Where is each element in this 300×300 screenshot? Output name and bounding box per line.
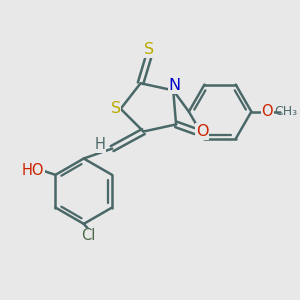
Text: S: S xyxy=(110,101,121,116)
Text: CH₃: CH₃ xyxy=(275,105,298,118)
Text: N: N xyxy=(169,78,181,93)
Text: O: O xyxy=(262,104,273,119)
Text: Cl: Cl xyxy=(81,228,95,243)
Text: HO: HO xyxy=(22,163,44,178)
Text: O: O xyxy=(196,124,208,139)
Text: S: S xyxy=(144,42,154,57)
Text: H: H xyxy=(95,137,106,152)
